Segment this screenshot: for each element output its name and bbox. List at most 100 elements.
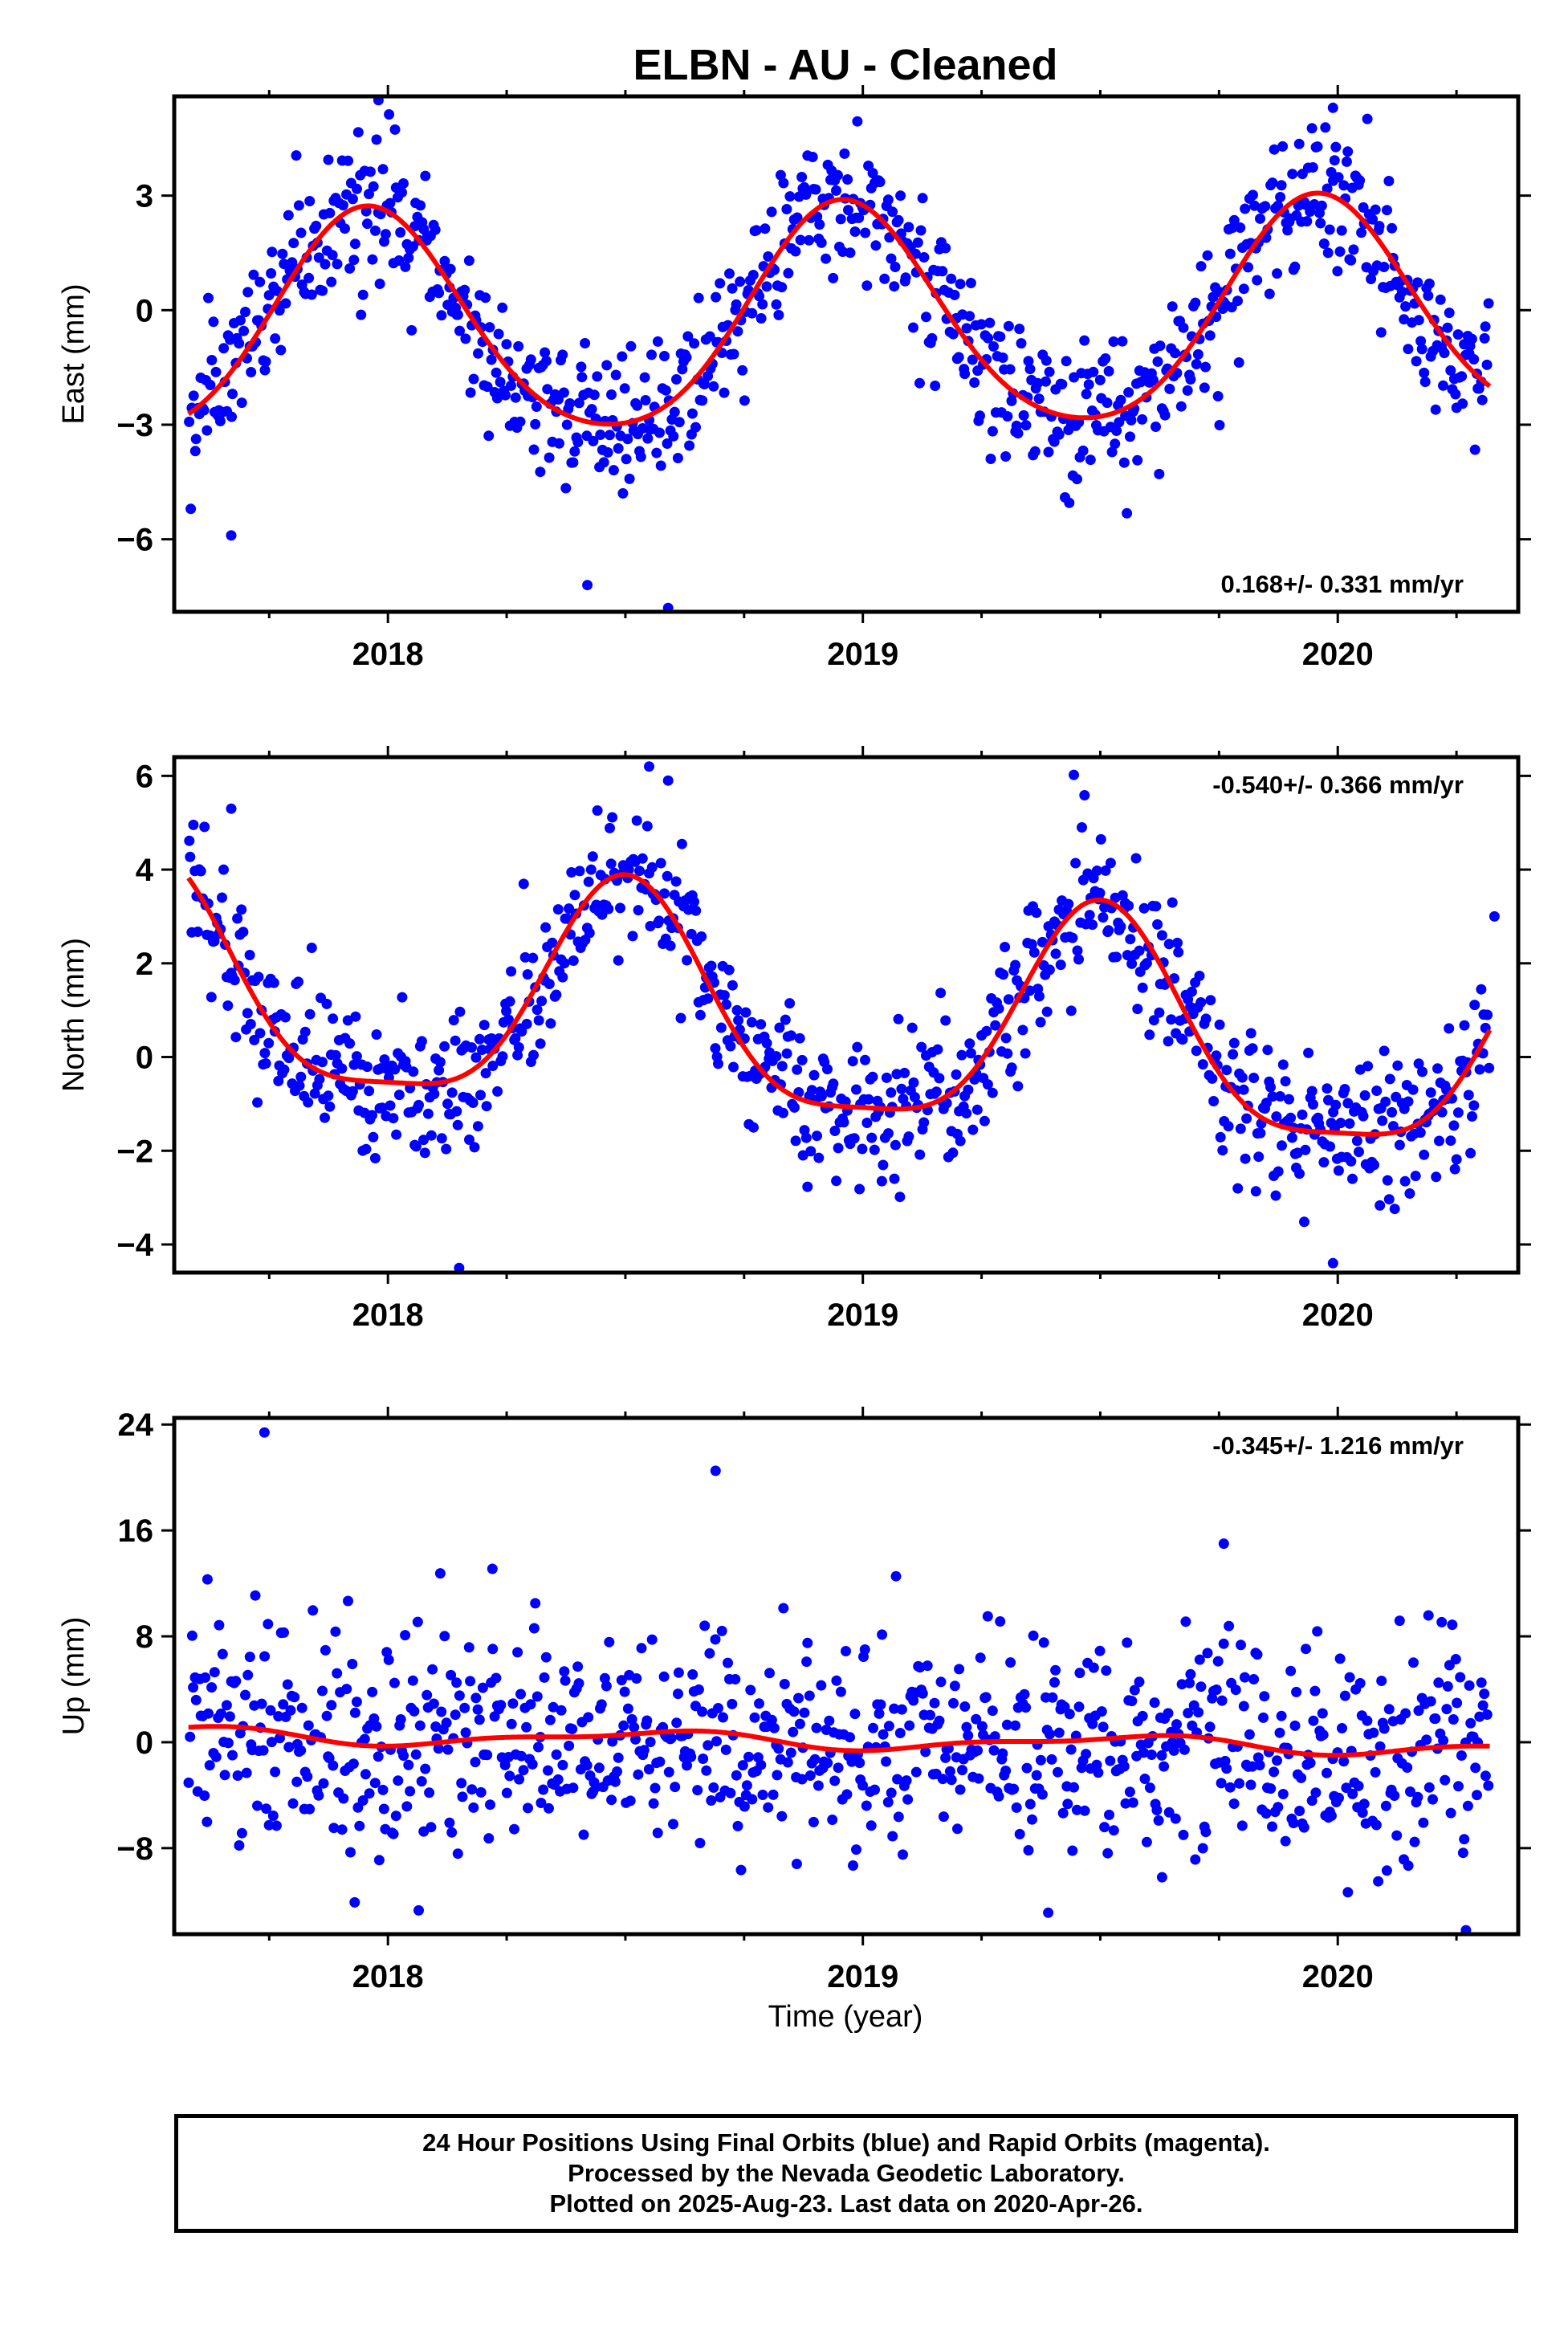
data-point (851, 1844, 861, 1855)
data-point (605, 858, 617, 870)
data-point (953, 352, 964, 363)
data-point (1438, 1735, 1449, 1746)
data-point (1239, 1672, 1250, 1683)
data-point (1177, 1034, 1188, 1045)
data-point (206, 355, 218, 365)
data-point (748, 1122, 759, 1133)
data-point (1452, 329, 1464, 340)
data-point (973, 1773, 984, 1784)
data-point (1453, 1781, 1464, 1792)
data-point (791, 1859, 802, 1869)
data-point (273, 1075, 284, 1086)
data-point (1172, 937, 1183, 948)
data-point (533, 1015, 544, 1026)
data-point (860, 227, 871, 238)
data-point (917, 193, 928, 204)
data-point (259, 365, 271, 376)
data-point (646, 862, 658, 873)
data-point (612, 1766, 622, 1777)
data-point (1467, 1111, 1477, 1122)
data-point (441, 1143, 452, 1155)
data-point (1248, 1073, 1260, 1083)
y-tick-label: 0 (136, 293, 153, 328)
data-point (1108, 1825, 1119, 1836)
data-point (1035, 1016, 1046, 1028)
data-point (1410, 1171, 1421, 1182)
data-point (1272, 268, 1283, 279)
data-point (473, 348, 483, 359)
data-point (912, 237, 923, 248)
data-point (598, 457, 609, 468)
data-point (1034, 991, 1045, 1002)
data-point (792, 212, 803, 223)
data-point (347, 193, 358, 205)
data-point (971, 1104, 983, 1115)
data-point (956, 1049, 967, 1061)
data-point (1476, 394, 1488, 405)
data-point (321, 998, 332, 1009)
data-point (891, 1069, 902, 1080)
data-point (580, 338, 591, 348)
data-point (364, 1086, 375, 1097)
data-point (662, 775, 674, 786)
data-point (408, 1066, 419, 1077)
data-point (377, 1102, 388, 1114)
data-point (684, 440, 695, 451)
data-point (1167, 897, 1178, 908)
data-point (812, 1130, 822, 1142)
data-point (1151, 1805, 1163, 1815)
data-point (1338, 180, 1350, 191)
data-point (878, 1729, 889, 1740)
data-point (200, 1672, 211, 1683)
data-point (1166, 1014, 1177, 1025)
data-point (244, 950, 255, 960)
data-point (1421, 1734, 1432, 1745)
data-point (190, 434, 202, 445)
data-point (631, 1673, 642, 1684)
data-point (890, 1570, 902, 1582)
data-point (948, 1697, 959, 1709)
data-point (659, 351, 670, 361)
data-point (1010, 1720, 1021, 1731)
data-point (506, 1718, 517, 1729)
data-point (845, 247, 856, 259)
y-tick-label: 3 (136, 179, 153, 214)
data-point (1342, 1887, 1354, 1898)
data-point (802, 1637, 813, 1648)
data-point (227, 389, 238, 400)
data-point (368, 181, 379, 192)
data-point (908, 322, 918, 333)
data-point (491, 393, 503, 404)
data-point (1221, 1763, 1232, 1774)
data-point (1308, 1715, 1319, 1726)
data-point (302, 1771, 313, 1782)
data-point (827, 1815, 838, 1825)
data-point (1199, 382, 1210, 393)
x-tick-label: 2020 (1302, 637, 1374, 672)
data-point (368, 1131, 379, 1143)
data-point (1459, 1834, 1470, 1845)
data-point (1195, 261, 1207, 272)
data-point (861, 280, 873, 291)
data-point (1456, 1750, 1467, 1761)
data-point (204, 1760, 215, 1771)
data-point (1286, 1132, 1297, 1143)
data-point (258, 1745, 269, 1756)
data-point (1127, 1797, 1138, 1808)
data-point (931, 1086, 942, 1098)
data-point (1374, 221, 1385, 232)
data-point (874, 177, 886, 188)
data-point (838, 1117, 849, 1128)
data-point (1293, 138, 1305, 149)
data-point (1164, 383, 1175, 394)
data-point (360, 1769, 371, 1780)
data-point (1138, 1747, 1149, 1758)
data-point (344, 263, 356, 274)
data-point (1489, 910, 1500, 922)
data-point (745, 1684, 756, 1696)
data-point (463, 255, 474, 267)
data-point (1235, 1123, 1246, 1134)
data-point (465, 387, 476, 398)
data-point (904, 1720, 915, 1731)
data-point (975, 410, 985, 422)
